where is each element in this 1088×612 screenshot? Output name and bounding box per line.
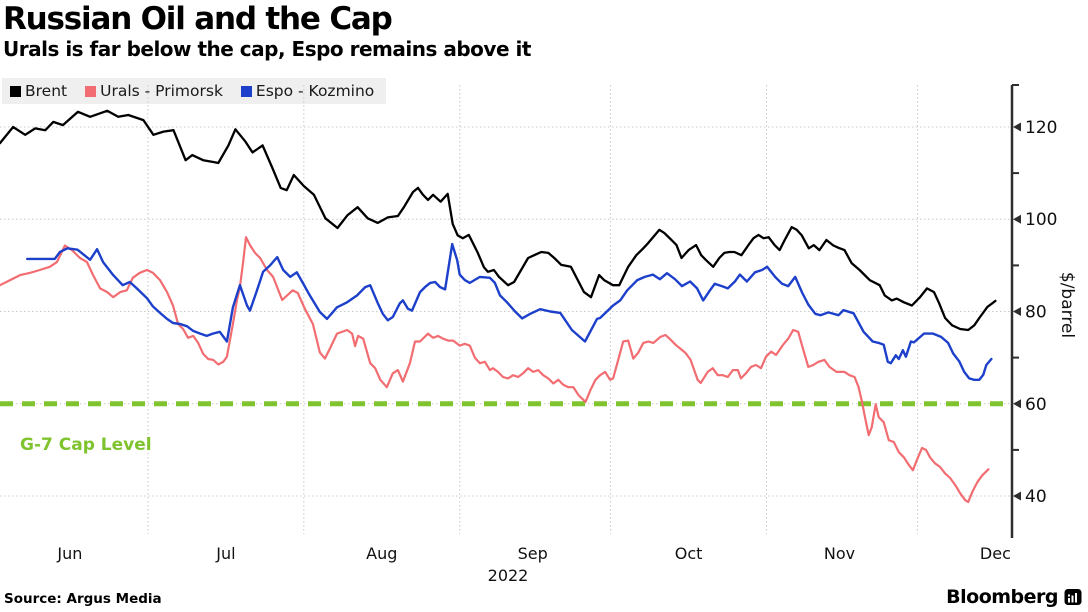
source-credit: Source: Argus Media <box>4 591 162 607</box>
y-axis-major-tick <box>1013 307 1021 316</box>
series-line-urals-primorsk <box>0 236 990 504</box>
y-axis-major-tick <box>1013 491 1021 501</box>
legend-label: Espo - Kozmino <box>255 82 375 100</box>
page-title: Russian Oil and the Cap <box>3 1 393 37</box>
x-tick-label: Jun <box>56 544 82 563</box>
y-tick-label: 40 <box>1025 487 1047 507</box>
series-line-brent <box>0 109 997 332</box>
x-tick-label: Nov <box>824 544 855 563</box>
x-tick-label: Dec <box>980 544 1011 563</box>
series-line-espo-kozmino <box>26 242 993 381</box>
year-label: 2022 <box>488 566 529 585</box>
y-axis-major-tick <box>1013 399 1021 409</box>
legend-item-espo-kozmino: Espo - Kozmino <box>240 82 375 100</box>
y-tick-label: 80 <box>1025 303 1047 323</box>
bloomberg-brand: Bloomberg <box>946 586 1082 608</box>
y-tick-label: 100 <box>1025 210 1057 230</box>
bloomberg-wordmark: Bloomberg <box>946 586 1058 608</box>
y-tick-label: 120 <box>1025 118 1057 138</box>
page-subtitle: Urals is far below the cap, Espo remains… <box>3 37 531 61</box>
x-tick-label: Sep <box>518 544 548 563</box>
x-tick-label: Jul <box>215 544 235 563</box>
y-axis-major-tick <box>1013 122 1021 132</box>
legend-swatch-icon <box>10 85 21 97</box>
bloomberg-terminal-icon <box>1064 589 1082 605</box>
x-tick-label: Aug <box>366 544 397 563</box>
chart-legend: Brent Urals - Primorsk Espo - Kozmino <box>2 78 387 104</box>
legend-item-urals-primorsk: Urals - Primorsk <box>85 82 223 100</box>
legend-item-brent: Brent <box>10 82 67 100</box>
cap-level-label: G-7 Cap Level <box>20 435 152 455</box>
legend-swatch-icon <box>240 85 252 97</box>
y-tick-label: 60 <box>1025 395 1047 415</box>
y-axis-major-tick <box>1013 214 1021 224</box>
legend-label: Brent <box>25 82 68 100</box>
legend-label: Urals - Primorsk <box>100 82 223 100</box>
legend-swatch-icon <box>85 85 97 97</box>
x-tick-label: Oct <box>675 544 703 563</box>
y-axis-title: $/barrel <box>1057 272 1077 338</box>
